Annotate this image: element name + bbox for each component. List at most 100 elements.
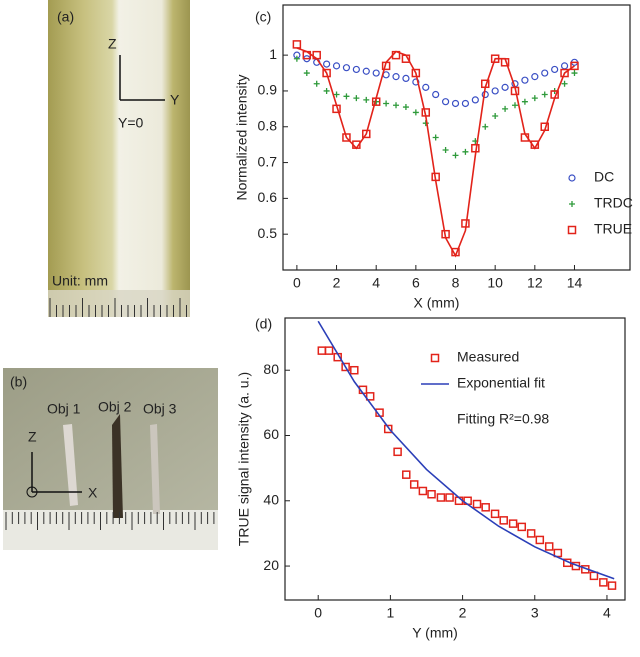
data-point xyxy=(313,80,320,87)
data-point xyxy=(365,392,375,401)
axis-label: Z xyxy=(28,429,37,445)
data-point xyxy=(535,535,545,545)
x-tick-label: 4 xyxy=(603,605,611,621)
data-point xyxy=(551,65,559,74)
data-point xyxy=(362,129,371,139)
panel-label: (a) xyxy=(57,9,74,25)
data-point xyxy=(363,96,370,103)
y-tick-label: 20 xyxy=(263,557,279,573)
data-point xyxy=(409,480,419,489)
data-point xyxy=(472,499,482,509)
object xyxy=(150,424,160,514)
object-label: Obj 1 xyxy=(47,401,81,417)
data-point xyxy=(482,123,489,130)
y-tick-label: 0.8 xyxy=(258,117,278,133)
data-point xyxy=(436,493,446,502)
axis-label: Y xyxy=(170,92,180,108)
panel-label: (c) xyxy=(255,9,271,25)
data-point xyxy=(324,346,334,355)
x-tick-label: 4 xyxy=(372,275,380,291)
data-point xyxy=(531,95,538,102)
data-point xyxy=(541,69,549,77)
data-point xyxy=(571,70,578,77)
origin-label: Y=0 xyxy=(118,115,144,131)
y-tick-label: 60 xyxy=(263,426,279,442)
y-tick-label: 0.7 xyxy=(258,153,278,169)
panel-label: (b) xyxy=(10,374,27,390)
y-tick-label: 0.5 xyxy=(258,225,278,241)
fit-line xyxy=(317,320,615,580)
x-tick-label: 1 xyxy=(386,605,394,621)
data-point xyxy=(402,74,410,83)
data-point xyxy=(323,87,330,94)
x-tick-label: 6 xyxy=(412,275,420,291)
y-axis-label: TRUE signal intensity (a. u.) xyxy=(236,372,252,546)
legend-swatch xyxy=(569,201,575,207)
data-point xyxy=(451,99,460,108)
ruler-ticks xyxy=(5,298,215,530)
legend-label: DC xyxy=(594,169,614,185)
legend-label: Exponential fit xyxy=(457,375,545,391)
data-point xyxy=(353,95,360,102)
x-tick-label: 0 xyxy=(314,605,322,621)
data-point xyxy=(445,493,454,502)
x-tick-label: 10 xyxy=(487,275,503,291)
x-tick-label: 2 xyxy=(333,275,341,291)
plot-frame xyxy=(284,317,626,601)
legend-swatch xyxy=(430,353,440,363)
y-tick-label: 0.9 xyxy=(258,82,278,98)
legend-label: TRUE xyxy=(594,221,632,237)
data-point xyxy=(589,571,599,581)
unit-label: Unit: mm xyxy=(52,273,108,289)
data-point xyxy=(526,529,536,538)
data-point xyxy=(402,470,411,479)
data-point xyxy=(452,152,459,159)
data-point xyxy=(544,542,554,551)
data-point xyxy=(427,490,436,499)
photo-a-image xyxy=(48,0,190,317)
y-tick-label: 80 xyxy=(263,361,279,377)
data-point xyxy=(471,96,479,104)
data-point xyxy=(481,503,490,512)
x-tick-label: 14 xyxy=(567,275,583,291)
data-point xyxy=(350,365,359,375)
data-point xyxy=(332,62,341,70)
data-point xyxy=(490,509,500,519)
data-point xyxy=(560,68,569,78)
y-tick-label: 0.6 xyxy=(258,189,278,205)
panel-label: (d) xyxy=(255,316,272,332)
data-point xyxy=(517,522,527,532)
data-point xyxy=(521,76,529,84)
data-point xyxy=(501,83,509,91)
x-axis-label: X (mm) xyxy=(414,295,460,311)
data-point xyxy=(303,70,310,77)
data-point xyxy=(607,581,617,590)
data-point xyxy=(412,109,419,116)
data-point xyxy=(499,516,508,525)
data-point xyxy=(422,83,430,91)
axis-origin xyxy=(26,486,38,498)
data-point xyxy=(362,67,370,75)
legend-label: Measured xyxy=(457,349,519,365)
data-point xyxy=(442,147,449,154)
data-point xyxy=(322,68,331,78)
plot-frame xyxy=(282,4,631,271)
x-axis-label: Y (mm) xyxy=(412,625,458,641)
ruler xyxy=(48,290,190,317)
data-point xyxy=(412,78,420,86)
data-point xyxy=(292,40,302,49)
photo-b-image xyxy=(3,368,218,520)
data-point xyxy=(383,424,393,434)
data-point xyxy=(372,69,380,77)
data-point xyxy=(342,133,351,142)
data-point xyxy=(462,148,469,155)
photo-a: (a) Z Y Y=0 Unit: mm xyxy=(48,0,190,317)
data-point xyxy=(541,91,548,98)
data-point xyxy=(561,80,568,87)
data-point xyxy=(570,61,579,71)
data-point xyxy=(393,102,400,109)
axis-label: Z xyxy=(108,36,117,52)
data-point xyxy=(511,102,518,109)
